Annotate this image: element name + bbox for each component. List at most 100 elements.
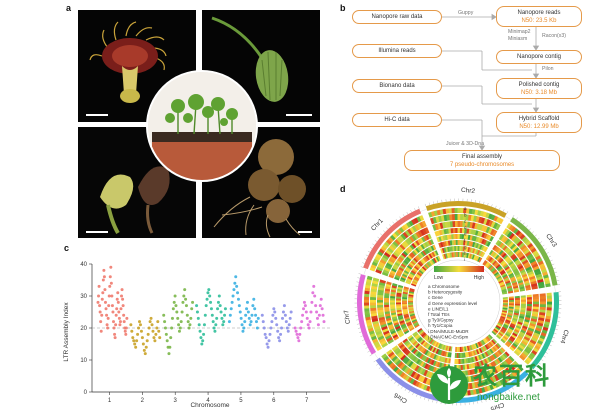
ltr-point [318,314,321,317]
ltr-point [171,317,174,320]
ltr-point [170,327,173,330]
ltr-point [174,295,177,298]
ltr-point [263,327,266,330]
node-final-assembly: Final assembly 7 pseudo-chromosomes [404,150,560,171]
ideogram-tick [364,344,366,345]
x-axis-label: Chromosome [190,402,229,409]
ltr-point [253,307,256,310]
heatmap-cell [540,296,546,299]
ltr-point [239,311,242,314]
ltr-point [250,320,253,323]
ideogram-tick [383,230,385,232]
ltr-point [206,291,209,294]
ltr-point [236,291,239,294]
ltr-point [249,323,252,326]
heatmap-cell [458,228,461,233]
heatmap-cell [547,302,552,305]
ltr-point [231,301,234,304]
ltr-point [99,311,102,314]
heatmap-cell [527,302,532,305]
ltr-point [162,314,165,317]
heatmap-cell [396,302,401,304]
ltr-point [303,301,306,304]
ltr-point [286,327,289,330]
heatmap-cell [547,299,552,302]
track-letter: i [464,257,465,262]
ltr-point [130,330,133,333]
ideogram-tick [507,211,508,213]
legend-track-item: a Chromosome [428,284,460,289]
ltr-point [98,285,101,288]
ltr-point [241,323,244,326]
ltr-point [235,285,238,288]
ideogram-tick [405,389,406,391]
ltr-point [216,307,219,310]
ltr-point [178,330,181,333]
ltr-point [272,307,275,310]
ltr-point [294,327,297,330]
ideogram-tick [414,208,415,210]
ltr-point [197,317,200,320]
heatmap-cell [457,208,460,213]
ltr-point [141,336,144,339]
ideogram-tick [549,345,551,346]
ltr-point [144,352,147,355]
ltr-point [245,307,248,310]
ltr-point [185,304,188,307]
legend-track-item: b Heterozygosity [428,290,463,295]
ltr-point [139,323,142,326]
ltr-point [262,320,265,323]
heatmap-cell [458,353,460,358]
heatmap-cell [456,240,458,245]
ltr-point [103,275,106,278]
ltr-point [203,323,206,326]
ideogram-tick [523,223,525,225]
ideogram-tick [359,273,361,274]
node-bionano-data: Bionano data [352,79,442,93]
ltr-point [306,317,309,320]
ltr-point [102,279,105,282]
ltr-point [319,304,322,307]
ideogram-tick [532,232,534,234]
ltr-point [270,320,273,323]
heatmap-cell [547,296,552,299]
heatmap-cell [458,240,460,245]
ideogram-tick [362,263,364,264]
ltr-point [199,330,202,333]
ideogram-tick [399,217,400,219]
ltr-point [254,314,257,317]
heatmap-cell [370,302,376,305]
ltr-point [111,304,114,307]
ltr-point [97,295,100,298]
heatmap-cell [390,300,395,302]
ltr-point [101,298,104,301]
heatmap-cell [384,300,389,303]
watermark-logo-text: 农百科 [473,362,551,390]
ltr-point [195,304,198,307]
ideogram-tick [557,280,559,281]
ltr-point [186,314,189,317]
ltr-point [240,317,243,320]
ltr-point [208,295,211,298]
chromosome-label: Chr2 [461,187,476,195]
ltr-point [284,314,287,317]
ltr-point [317,323,320,326]
ltr-point [117,311,120,314]
ideogram-tick [553,268,555,269]
heatmap-cell [370,305,376,308]
ltr-point [234,275,237,278]
y-tick-label: 30 [80,294,87,300]
watermark: 农百科 nongbaike.net [425,360,600,410]
ltr-point [98,304,101,307]
node-polished-contig: Polished contig N50: 3.18 Mb [496,78,582,99]
heatmap-cell [377,300,383,303]
node-nanopore-reads: Nanopore reads N50: 23.5 Kb [496,6,582,27]
ideogram-tick [375,240,377,241]
ideogram-tick [543,356,545,357]
node-title: Hi-C data [384,117,409,123]
ideogram-tick [391,379,393,381]
ltr-point [271,314,274,317]
ltr-point [205,304,208,307]
heatmap-cell [452,214,455,220]
ltr-point [261,314,264,317]
